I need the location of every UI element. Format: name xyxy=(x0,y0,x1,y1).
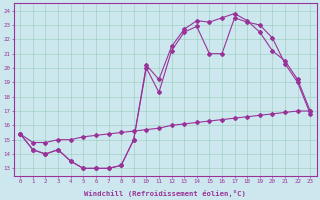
X-axis label: Windchill (Refroidissement éolien,°C): Windchill (Refroidissement éolien,°C) xyxy=(84,190,246,197)
